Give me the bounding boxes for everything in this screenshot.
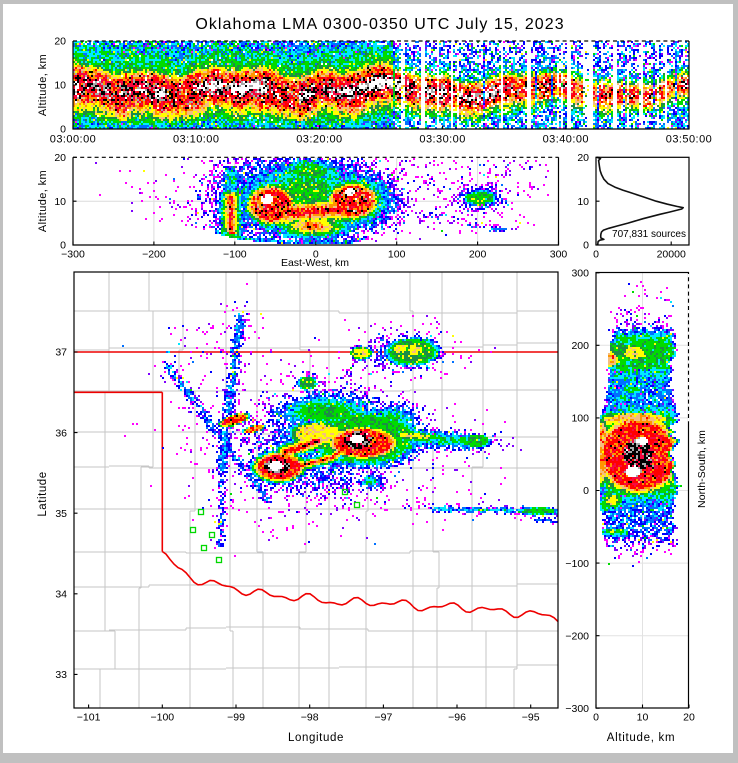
svg-text:−97: −97 (374, 712, 392, 724)
svg-text:0: 0 (583, 485, 589, 497)
svg-text:20: 20 (54, 36, 66, 48)
svg-text:10: 10 (54, 80, 66, 92)
svg-text:−100: −100 (565, 558, 589, 570)
svg-text:0: 0 (313, 249, 319, 261)
svg-text:03:50:00: 03:50:00 (666, 134, 712, 146)
svg-text:−300: −300 (565, 703, 589, 715)
svg-text:−101: −101 (77, 712, 101, 724)
svg-text:−200: −200 (565, 630, 589, 642)
svg-text:Longitude: Longitude (288, 732, 344, 744)
svg-text:20: 20 (54, 152, 66, 164)
svg-text:Latitude: Latitude (37, 471, 49, 516)
svg-text:0: 0 (60, 124, 66, 136)
svg-text:10: 10 (637, 712, 649, 724)
svg-text:−95: −95 (522, 712, 540, 724)
svg-text:−100: −100 (150, 712, 174, 724)
svg-text:0: 0 (60, 240, 66, 252)
svg-text:03:10:00: 03:10:00 (173, 134, 219, 146)
svg-text:100: 100 (388, 249, 406, 261)
svg-text:0: 0 (593, 249, 599, 261)
svg-text:300: 300 (571, 268, 589, 280)
svg-text:200: 200 (571, 340, 589, 352)
svg-text:03:30:00: 03:30:00 (419, 134, 465, 146)
svg-text:03:20:00: 03:20:00 (296, 134, 342, 146)
svg-text:300: 300 (550, 249, 568, 261)
svg-text:Oklahoma LMA 0300-0350 UTC Jul: Oklahoma LMA 0300-0350 UTC July 15, 2023 (195, 16, 564, 33)
svg-text:−200: −200 (142, 249, 166, 261)
svg-text:200: 200 (469, 249, 487, 261)
svg-text:Altitude, km: Altitude, km (607, 732, 675, 744)
svg-text:East-West, km: East-West, km (281, 257, 349, 269)
svg-text:0: 0 (593, 712, 599, 724)
svg-text:20000: 20000 (657, 249, 686, 261)
svg-text:0: 0 (583, 240, 589, 252)
svg-text:03:40:00: 03:40:00 (543, 134, 589, 146)
svg-text:37: 37 (55, 347, 67, 359)
svg-text:−96: −96 (448, 712, 466, 724)
svg-text:36: 36 (55, 427, 67, 439)
svg-text:707,831 sources: 707,831 sources (612, 229, 686, 240)
svg-text:10: 10 (577, 196, 589, 208)
svg-text:100: 100 (571, 413, 589, 425)
svg-text:North-South, km: North-South, km (696, 430, 708, 508)
svg-text:20: 20 (577, 152, 589, 164)
svg-text:10: 10 (54, 196, 66, 208)
svg-text:20: 20 (683, 712, 695, 724)
svg-text:−100: −100 (223, 249, 247, 261)
svg-text:−300: −300 (61, 249, 85, 261)
svg-text:Altitude, km: Altitude, km (37, 54, 49, 116)
svg-text:Altitude, km: Altitude, km (37, 170, 49, 232)
svg-text:33: 33 (55, 669, 67, 681)
svg-text:35: 35 (55, 508, 67, 520)
svg-text:03:00:00: 03:00:00 (50, 134, 96, 146)
svg-text:−99: −99 (227, 712, 245, 724)
svg-text:−98: −98 (301, 712, 319, 724)
svg-text:34: 34 (55, 589, 67, 601)
